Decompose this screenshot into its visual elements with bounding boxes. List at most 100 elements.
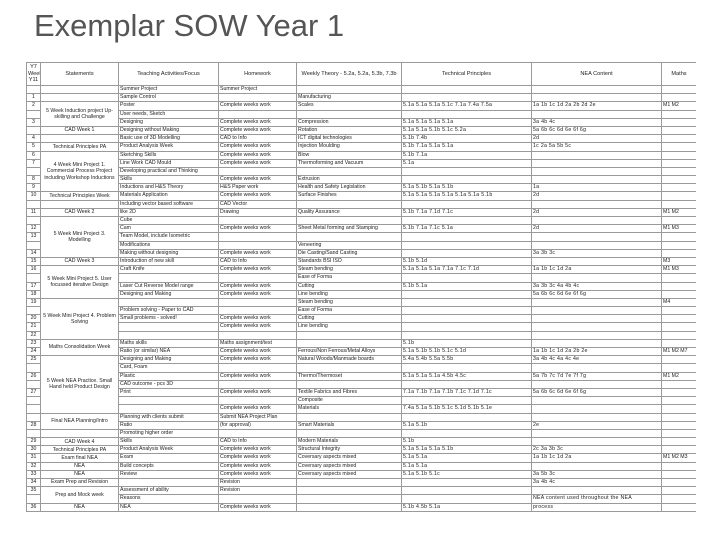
- theory-cell: [296, 84, 402, 95]
- maths-cell: M4: [661, 297, 696, 308]
- theory-cell: Scales: [296, 101, 402, 111]
- column-header: Teaching Activities/Focus: [118, 62, 219, 86]
- table-row: User needs, Sketch: [26, 109, 696, 119]
- theory-cell: Natural Woods/Manmade boards: [296, 355, 402, 365]
- theory-cell: Cutting: [296, 281, 402, 291]
- nea-content-cell: 5a 6b 6c 6d 6e 6f 6g: [531, 289, 662, 299]
- homework-cell: Complete weeks work: [218, 281, 297, 291]
- maths-cell: [661, 477, 696, 488]
- homework-cell: Complete weeks work: [218, 502, 297, 512]
- activity-cell: CAD outcome - pcs 3D: [118, 379, 219, 389]
- activity-cell: Designing and Making: [118, 355, 219, 365]
- nea-content-cell: [531, 379, 662, 389]
- homework-cell: Complete weeks work: [218, 469, 297, 480]
- nea-content-cell: [531, 428, 662, 439]
- table-row: 24 Ratio (or similar) NEA Complete weeks w…: [26, 346, 696, 357]
- theory-cell: Blow: [296, 150, 402, 160]
- homework-cell: [218, 363, 297, 373]
- week-cell: 5: [26, 142, 41, 152]
- homework-cell: H&S Paper work: [218, 183, 297, 193]
- homework-cell: Complete weeks work: [218, 150, 297, 160]
- nea-content-cell: 2d: [531, 207, 662, 218]
- technical-principles-cell: 5.1a 5.1b 5.1b 5.1c 5.1d: [401, 346, 532, 357]
- theory-cell: [296, 330, 402, 340]
- maths-cell: [661, 355, 696, 365]
- theory-cell: Quality Assurance: [296, 207, 402, 218]
- theory-cell: Textile Fabrics and Fibres: [296, 387, 402, 398]
- theory-cell: [296, 166, 402, 177]
- statement-cell: CAD Week 3: [40, 256, 119, 267]
- homework-cell: CAD to Info: [218, 134, 297, 144]
- week-cell: 18: [26, 289, 41, 299]
- activity-cell: Including vector based software: [118, 199, 219, 209]
- activity-cell: Line Work CAD Mould: [118, 158, 219, 168]
- nea-content-cell: [531, 338, 662, 349]
- theory-cell: Cutting: [296, 314, 402, 324]
- maths-cell: [661, 486, 696, 496]
- week-cell: 9: [26, 183, 41, 193]
- homework-cell: Complete weeks work: [218, 371, 297, 381]
- maths-cell: [661, 363, 696, 373]
- table-row: Final NEA Planning/Intro Planning with cl…: [26, 412, 696, 430]
- week-cell: 11: [26, 207, 41, 218]
- table-body: Summer Project Summer Project 1 Sample Cont…: [26, 84, 696, 512]
- technical-principles-cell: [401, 289, 532, 299]
- nea-content-cell: [531, 322, 662, 332]
- nea-content-cell: [531, 215, 662, 226]
- table-row: 11 CAD Week 2 like 2D Drawing Quality Assura…: [26, 207, 696, 218]
- activity-cell: Maths skills: [118, 338, 219, 349]
- week-cell: 1: [26, 93, 41, 103]
- maths-cell: M1 M2 M3: [661, 453, 696, 463]
- statement-cell: [40, 93, 119, 103]
- theory-cell: [296, 232, 402, 242]
- table-row: 35 Prep and Mock week Assessment of abilit…: [26, 486, 696, 504]
- theory-cell: Extrusion: [296, 175, 402, 185]
- homework-cell: [218, 240, 297, 250]
- week-cell: 20: [26, 314, 41, 324]
- week-cell: 16: [26, 265, 41, 275]
- table-row: Card, Foam: [26, 363, 696, 373]
- table-row: Developing practical and Thinking: [26, 166, 696, 177]
- week-cell: 19: [26, 297, 41, 308]
- week-cell: [26, 404, 41, 414]
- theory-cell: Coversary aspects mixed: [296, 469, 402, 480]
- technical-principles-cell: 5.1a 5.1b 5.1a 5.1b: [401, 183, 532, 193]
- activity-cell: User needs, Sketch: [118, 109, 219, 119]
- theory-cell: Steam bending: [296, 265, 402, 275]
- statement-cell: NEA: [40, 461, 119, 471]
- technical-principles-cell: [401, 330, 532, 340]
- technical-principles-cell: 7.1a 7.1b 7.1a 7.1b 7.1c 7.1d 7.1c: [401, 387, 532, 398]
- activity-cell: Build concepts: [118, 461, 219, 471]
- nea-content-cell: 5a 6b 6c 6d 6e 6f 6g: [531, 387, 662, 398]
- maths-cell: [661, 461, 696, 471]
- activity-cell: Print: [118, 387, 219, 398]
- statement-cell: [40, 199, 119, 209]
- theory-cell: Line bending: [296, 322, 402, 332]
- homework-cell: Complete weeks work: [218, 224, 297, 234]
- week-cell: 4: [26, 134, 41, 144]
- maths-cell: [661, 445, 696, 455]
- nea-content-cell: 3a 3b 3c 4a 4b 4c: [531, 281, 662, 291]
- table-row: 19 5 Week Mini Project 4. Problem Solving…: [26, 297, 696, 340]
- nea-content-cell: 1a: [531, 183, 662, 193]
- activity-cell: Poster: [118, 101, 219, 111]
- homework-cell: CAD Vector: [218, 199, 297, 209]
- activity-cell: Developing practical and Thinking: [118, 166, 219, 177]
- week-cell: 13: [26, 232, 41, 242]
- technical-principles-cell: [401, 494, 532, 504]
- week-cell: 26: [26, 371, 41, 381]
- week-cell: [26, 199, 41, 209]
- technical-principles-cell: [401, 109, 532, 119]
- week-cell: 21: [26, 322, 41, 332]
- nea-content-cell: [531, 93, 662, 103]
- theory-cell: [296, 494, 402, 504]
- maths-cell: [661, 289, 696, 299]
- nea-content-cell: 3a 4b 4c: [531, 477, 662, 488]
- week-cell: 25: [26, 355, 41, 365]
- homework-cell: [218, 379, 297, 389]
- nea-content-cell: 1a 1b 1c 1d 2a: [531, 453, 662, 463]
- statement-cell: [40, 84, 119, 95]
- activity-cell: Exam: [118, 453, 219, 463]
